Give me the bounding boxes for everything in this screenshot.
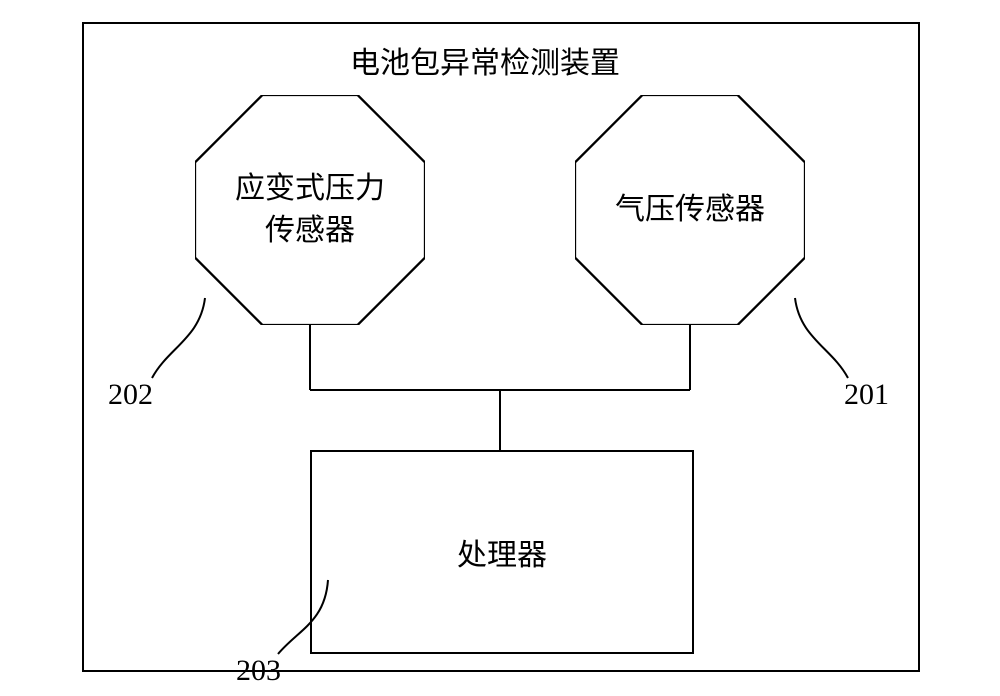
node-air-pressure-sensor: 气压传感器 <box>575 95 805 325</box>
callout-label-202: 202 <box>108 378 153 412</box>
label-line2: 传感器 <box>265 214 355 247</box>
node-label: 应变式压力 传感器 <box>235 168 385 252</box>
callout-label-201: 201 <box>844 378 889 412</box>
label-line1: 气压传感器 <box>615 193 765 226</box>
diagram-title: 电池包异常检测装置 <box>350 38 620 82</box>
callout-label-203: 203 <box>236 654 281 688</box>
node-processor: 处理器 <box>310 450 694 654</box>
node-strain-pressure-sensor: 应变式压力 传感器 <box>195 95 425 325</box>
processor-label: 处理器 <box>457 530 547 574</box>
label-line1: 应变式压力 <box>235 172 385 205</box>
node-label: 气压传感器 <box>615 189 765 231</box>
